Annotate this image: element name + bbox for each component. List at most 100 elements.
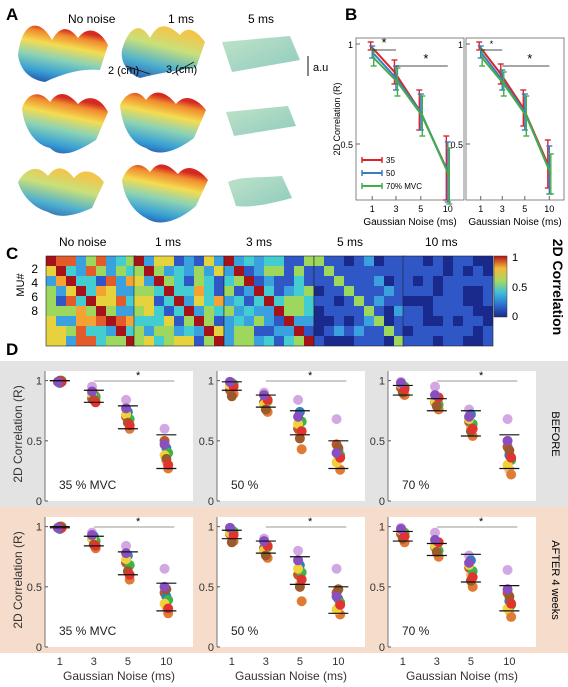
heatmap-cell — [224, 296, 234, 306]
d-data-point — [430, 381, 441, 392]
heatmap-cell — [164, 306, 174, 316]
heatmap-cell — [364, 326, 374, 336]
heatmap-cell — [184, 276, 194, 286]
heatmap-cell — [344, 316, 354, 326]
heatmap-cell — [244, 326, 254, 336]
heatmap-cell — [334, 336, 344, 346]
heatmap-cell — [194, 276, 204, 286]
heatmap-cell — [106, 306, 116, 316]
heatmap-cell — [234, 296, 244, 306]
heatmap-cell — [463, 256, 473, 266]
heatmap-cell — [144, 276, 154, 286]
d-data-point — [431, 546, 442, 557]
d-plot-label: 35 % MVC — [59, 624, 117, 638]
heatmap-cell — [453, 296, 463, 306]
heatmap-cell — [96, 326, 106, 336]
d-data-point — [331, 447, 342, 458]
heatmap-cell — [473, 286, 483, 296]
heatmap-cell — [244, 266, 254, 276]
heatmap-cell — [423, 326, 433, 336]
heatmap-cell — [46, 336, 56, 346]
heatmap-cell — [164, 276, 174, 286]
heatmap-cell — [374, 296, 384, 306]
heatmap-cell — [254, 266, 264, 276]
heatmap-cell — [433, 336, 443, 346]
heatmap-cell — [194, 266, 204, 276]
heatmap-cell — [334, 276, 344, 286]
heatmap-cell — [86, 276, 96, 286]
heatmap-cell — [194, 326, 204, 336]
heatmap-cell — [384, 276, 394, 286]
d-data-point — [396, 524, 406, 535]
b-ytick-label: 1 — [348, 40, 353, 50]
heatmap-cell — [403, 326, 413, 336]
heatmap-frame — [402, 255, 494, 347]
heatmap-cell — [154, 256, 164, 266]
heatmap-cell — [154, 306, 164, 316]
heatmap-cell — [274, 336, 284, 346]
heatmap-cell — [234, 286, 244, 296]
d-xtick-label: 3 — [91, 656, 97, 668]
heatmap-cell — [164, 266, 174, 276]
heatmap-cell — [274, 286, 284, 296]
heatmap-cell — [294, 326, 304, 336]
heatmap-cell — [344, 326, 354, 336]
heatmap-cell — [234, 276, 244, 286]
heatmap-cell — [483, 336, 493, 346]
colorbar-tick-05: 0.5 — [512, 282, 527, 294]
heatmap-cell — [473, 276, 483, 286]
heatmap-cell — [56, 276, 66, 286]
d-row-label: AFTER 4 weeks — [549, 540, 561, 620]
heatmap-cell — [413, 286, 423, 296]
heatmap-cell — [453, 326, 463, 336]
b-ytick-label: 0.5 — [450, 140, 463, 150]
dim-line-y — [171, 61, 195, 75]
heatmap-cell — [354, 306, 364, 316]
heatmap-cell — [453, 286, 463, 296]
d-data-point — [464, 411, 475, 422]
heatmap-cell — [244, 316, 254, 326]
heatmap-cell — [144, 266, 154, 276]
heatmap-cell — [254, 256, 264, 266]
heatmap-cell — [423, 336, 433, 346]
heatmap-cell — [423, 296, 433, 306]
heatmap-cell — [334, 266, 344, 276]
d-xtick-label: 10 — [332, 656, 344, 668]
heatmap-cell — [364, 266, 374, 276]
heatmap-cell — [174, 296, 184, 306]
heatmap-cell — [294, 286, 304, 296]
dim-line-x — [125, 65, 151, 75]
heatmap-cell — [66, 266, 76, 276]
d-sig-star: * — [308, 370, 313, 382]
heatmap-cell — [274, 316, 284, 326]
heatmap-cell — [403, 256, 413, 266]
heatmap-cell — [344, 336, 354, 346]
heatmap-cell — [254, 326, 264, 336]
heatmap-cell — [284, 336, 294, 346]
heatmap-cell — [234, 326, 244, 336]
heatmap-cell — [66, 336, 76, 346]
heatmap-cell — [264, 296, 274, 306]
heatmap-cell — [204, 336, 214, 346]
d-data-point — [296, 596, 307, 607]
b-legend-label: 50 — [386, 169, 395, 178]
heatmap-cell — [106, 286, 116, 296]
heatmap-cell — [463, 266, 473, 276]
heatmap-cell — [443, 296, 453, 306]
c-ytick-2: 2 — [31, 262, 38, 276]
colorbar — [493, 255, 508, 318]
heatmap-cell — [423, 266, 433, 276]
heatmap-cell — [354, 276, 364, 286]
heatmap-cell — [433, 296, 443, 306]
c-ylabel: MU# — [15, 273, 27, 297]
d-ytick-label: 0 — [379, 642, 385, 654]
heatmap-cell — [294, 296, 304, 306]
surface-5ms-2 — [226, 106, 296, 136]
d-ytick-label: 1 — [36, 522, 42, 534]
heatmap-cell — [234, 316, 244, 326]
heatmap-cell — [204, 266, 214, 276]
heatmap-cell — [473, 306, 483, 316]
heatmap-cell — [234, 256, 244, 266]
heatmap-cell — [423, 316, 433, 326]
heatmap-cell — [443, 266, 453, 276]
